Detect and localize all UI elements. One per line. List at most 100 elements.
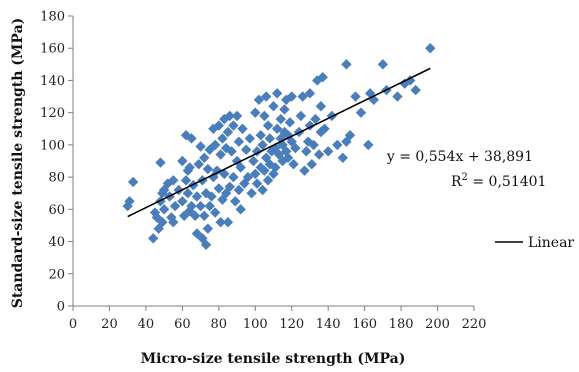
- x-tick-label: 180: [389, 317, 414, 332]
- data-point: [195, 200, 206, 212]
- data-point: [195, 141, 206, 152]
- data-point: [209, 139, 221, 151]
- data-point: [233, 184, 245, 196]
- data-point: [271, 88, 283, 99]
- data-point: [240, 144, 252, 155]
- data-point: [184, 162, 195, 173]
- data-point: [299, 165, 310, 176]
- data-point: [262, 175, 274, 186]
- data-point: [392, 91, 403, 102]
- data-point: [271, 123, 283, 134]
- data-point: [279, 104, 290, 115]
- y-tick-label: 120: [40, 106, 65, 121]
- data-point: [233, 136, 245, 147]
- data-point: [304, 88, 316, 99]
- data-point: [253, 94, 265, 105]
- data-point: [215, 217, 226, 228]
- data-point: [191, 191, 203, 202]
- y-tick-label: 40: [48, 235, 65, 250]
- data-point: [251, 146, 263, 157]
- data-point: [222, 126, 234, 138]
- data-point: [341, 59, 352, 70]
- data-point: [228, 171, 239, 183]
- x-tick-label: 220: [462, 317, 487, 332]
- data-point: [405, 75, 416, 86]
- data-point: [275, 113, 286, 125]
- data-point: [213, 183, 225, 194]
- data-point: [297, 91, 308, 102]
- data-point: [377, 59, 389, 70]
- data-point: [284, 117, 296, 128]
- data-point: [310, 113, 321, 125]
- y-tick-label: 140: [40, 74, 65, 89]
- x-tick-label: 200: [425, 317, 450, 332]
- r-squared-value: = 0,51401: [468, 174, 547, 190]
- data-point: [257, 184, 268, 196]
- data-point: [220, 142, 232, 154]
- data-point: [301, 146, 312, 157]
- data-points: [122, 43, 436, 250]
- data-point: [209, 207, 221, 218]
- data-point: [197, 233, 208, 244]
- data-point: [268, 168, 279, 180]
- data-point: [319, 123, 330, 134]
- trendline: [127, 67, 431, 218]
- data-point: [322, 146, 334, 157]
- data-point: [155, 157, 166, 168]
- data-point: [235, 162, 246, 173]
- data-point: [410, 84, 421, 96]
- data-point: [286, 91, 297, 102]
- x-tick-label: 80: [211, 317, 228, 332]
- y-tick-label: 160: [40, 42, 65, 57]
- trendline-equation: y = 0,554x + 38,891: [386, 149, 533, 165]
- x-tick-label: 160: [352, 317, 377, 332]
- data-point: [228, 120, 239, 131]
- data-point: [186, 200, 197, 212]
- x-axis-title: Micro-size tensile strength (MPa): [141, 351, 406, 367]
- x-tick-label: 40: [138, 317, 155, 332]
- data-point: [270, 162, 281, 173]
- data-point: [191, 228, 203, 239]
- data-point: [248, 155, 259, 167]
- x-tick-label: 60: [174, 317, 191, 332]
- data-point: [169, 200, 181, 212]
- data-point: [344, 130, 356, 141]
- data-point: [315, 101, 327, 112]
- r-squared-label: R2 = 0,51401: [451, 172, 546, 190]
- data-point: [251, 178, 263, 189]
- data-point: [246, 188, 257, 199]
- x-axis-ticks: 0 20 40 60 80 100 120 140 160 180 200 220: [69, 306, 487, 332]
- data-point: [259, 165, 270, 176]
- x-tick-label: 140: [316, 317, 341, 332]
- data-point: [177, 155, 188, 167]
- x-tick-label: 20: [101, 317, 118, 332]
- data-point: [199, 152, 210, 163]
- data-point: [168, 217, 179, 228]
- y-axis-ticks: 0 20 40 60 80 100 120 140 160 180: [40, 10, 73, 315]
- data-point: [189, 210, 201, 221]
- data-point: [166, 212, 177, 223]
- data-point: [157, 217, 168, 228]
- data-point: [355, 107, 367, 118]
- data-point: [337, 152, 348, 163]
- data-point: [288, 159, 299, 170]
- data-point: [206, 191, 217, 202]
- data-point: [250, 107, 261, 118]
- data-point: [264, 133, 276, 144]
- data-point: [368, 94, 379, 105]
- legend-label-linear: Linear: [528, 235, 574, 251]
- data-point: [306, 159, 317, 170]
- y-tick-label: 80: [48, 171, 65, 186]
- data-point: [315, 126, 327, 138]
- data-point: [255, 130, 266, 141]
- y-tick-label: 60: [48, 203, 65, 218]
- data-point: [153, 223, 164, 234]
- r-squared-superscript: 2: [462, 172, 468, 183]
- r-squared-prefix: R: [451, 174, 462, 190]
- x-tick-label: 120: [279, 317, 304, 332]
- data-point: [261, 91, 272, 102]
- data-point: [168, 175, 179, 186]
- data-point: [148, 233, 159, 244]
- data-point: [202, 163, 214, 175]
